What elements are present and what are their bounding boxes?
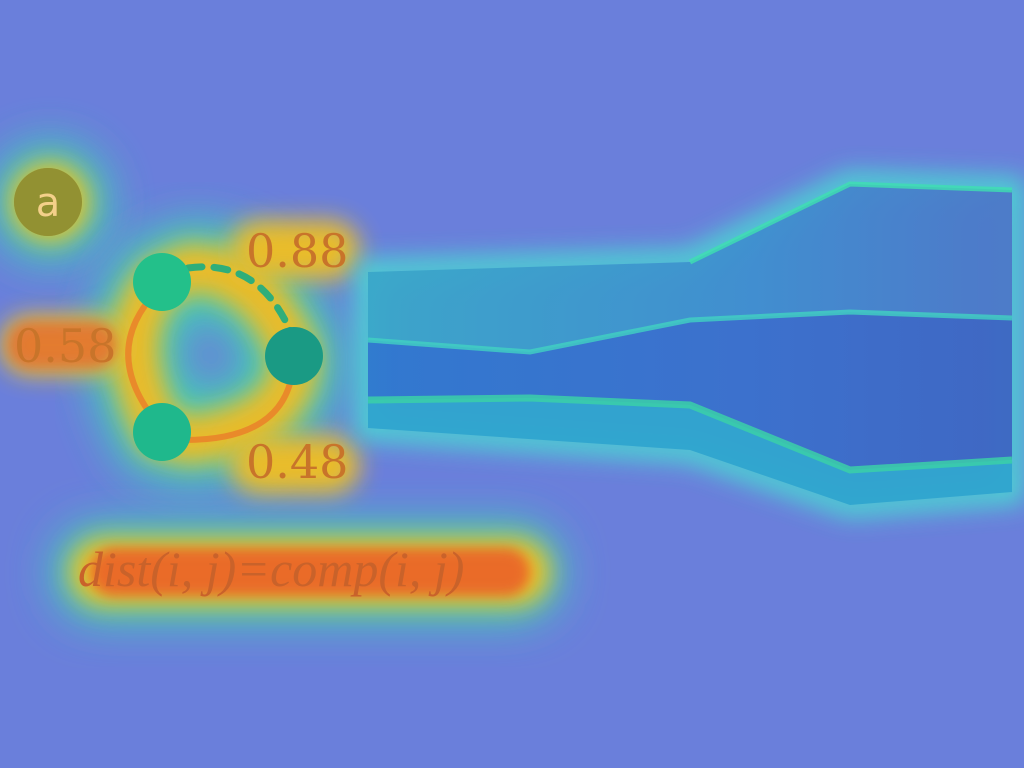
panel-letter: a xyxy=(36,180,61,226)
edge-bottom-right xyxy=(184,374,295,443)
panel-letter-badge: a xyxy=(14,168,82,236)
weight-label-left: 0.58 xyxy=(14,319,116,373)
edge-top-right xyxy=(184,263,296,339)
node-top xyxy=(133,253,191,311)
edge-weight-labels: 0.88 0.58 0.48 xyxy=(14,224,348,489)
feature-stream xyxy=(367,181,1013,505)
node-right xyxy=(265,327,323,385)
node-bottom xyxy=(133,403,191,461)
graph-nodes xyxy=(133,253,323,461)
weight-label-bottom-right: 0.48 xyxy=(246,435,348,489)
weight-label-top-right: 0.88 xyxy=(246,224,348,278)
distance-formula: dist(i, j)=comp(i, j) xyxy=(78,541,464,597)
